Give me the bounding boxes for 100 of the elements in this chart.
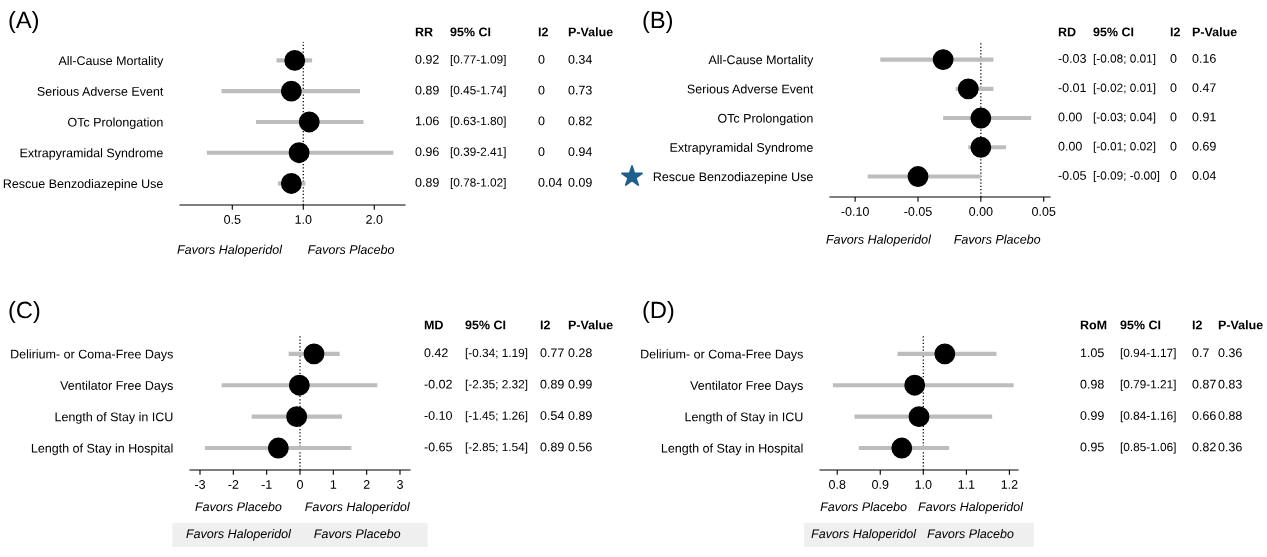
text: [-0.09; -0.00] (1093, 171, 1160, 183)
data-label: 1.05 (1080, 348, 1104, 358)
text: [-0.02; 0.01] (1093, 83, 1156, 95)
x-tick-label: 0.9 (872, 480, 889, 489)
point (932, 49, 954, 70)
data-label: -0.01 (1058, 83, 1086, 93)
text: 0 (1170, 141, 1177, 151)
text: Favors Haloperidol (305, 501, 410, 514)
text: 0 (538, 116, 545, 126)
text: 0.82 (568, 116, 592, 126)
chart-title: (B) (643, 11, 673, 33)
text: 0.04 (1192, 171, 1216, 180)
text: 0.77 (540, 348, 564, 358)
text: I2 (540, 320, 550, 330)
text: 0.28 (568, 348, 592, 358)
x-tick-label: 1.1 (958, 480, 975, 489)
point (904, 374, 926, 396)
point (891, 437, 913, 459)
x-tick-label: 1 (330, 480, 337, 489)
chart-title: (A) (9, 11, 39, 33)
text: [0.94-1.17] (1120, 348, 1176, 360)
text: 0.87 (1192, 379, 1216, 389)
text: [-0.03; 0.04] (1093, 112, 1156, 124)
x-tick-label: 3 (397, 480, 403, 489)
chart-title: (C) (9, 300, 40, 323)
text: RoM (1080, 320, 1107, 330)
point (288, 374, 310, 396)
x-tick-label: 1.0 (295, 215, 312, 224)
point (907, 166, 929, 187)
text: 0 (538, 85, 545, 95)
y-tick-label: Rescue Benzodiazepine Use (653, 172, 813, 184)
y-tick-label: Length of Stay in ICU (685, 412, 803, 424)
point (267, 437, 289, 459)
data-label: 0.95 (1080, 442, 1104, 452)
x-tick-label: 1.2 (1001, 480, 1018, 489)
y-tick-label: Serious Adverse Event (37, 86, 164, 96)
x-tick-label: 0.00 (969, 207, 993, 216)
text: 0.69 (1192, 141, 1216, 151)
text: 0 (538, 147, 545, 157)
text: RD (1058, 27, 1076, 37)
text: RR (415, 27, 433, 37)
text: Favors Haloperidol (826, 234, 932, 247)
text: 0.34 (568, 54, 592, 64)
text: Favors Placebo (927, 528, 1014, 539)
data-label: -0.10 (424, 411, 452, 420)
data-label: 0.00 (1058, 141, 1082, 151)
y-tick-label: Length of Stay in Hospital (31, 443, 173, 456)
text: [-2.85; 1.54] (465, 442, 528, 454)
text: 0.88 (1218, 411, 1242, 420)
text: [-2.35; 2.32] (465, 379, 528, 391)
data-label: 0.42 (424, 348, 448, 358)
text: I2 (1192, 320, 1202, 330)
point (970, 107, 992, 129)
y-tick-label: Ventilator Free Days (690, 380, 803, 393)
text: 0.36 (1218, 348, 1242, 358)
x-tick-label: -1 (261, 480, 272, 489)
text: 95% CI (450, 27, 491, 37)
point (286, 406, 308, 428)
y-tick-label: Length of Stay in Hospital (661, 443, 803, 456)
point (288, 142, 310, 164)
y-tick-label: Rescue Benzodiazepine Use (3, 178, 163, 191)
text: I2 (538, 27, 548, 37)
x-tick-label: 0.8 (829, 480, 846, 489)
text: [0.63-1.80] (450, 116, 506, 128)
y-tick-label: OTc Prolongation (718, 113, 813, 126)
text: 0 (1170, 171, 1177, 180)
y-tick-label: Length of Stay in ICU (55, 412, 173, 424)
text: Favors Placebo (314, 528, 401, 539)
chart-title: (D) (643, 300, 674, 323)
data-label: 0.96 (415, 147, 439, 157)
text: 0.89 (540, 379, 564, 389)
text: 95% CI (1093, 27, 1134, 37)
data-label: 1.06 (415, 116, 439, 126)
text: MD (424, 320, 443, 330)
text: 0.36 (1218, 442, 1242, 452)
text: 0.82 (1192, 442, 1216, 452)
text: 0.47 (1192, 83, 1216, 93)
text: 95% CI (465, 320, 506, 330)
text: 0 (1170, 83, 1177, 93)
point (280, 80, 302, 102)
text: 0.83 (1218, 379, 1242, 389)
text: Favors Placebo (307, 244, 395, 254)
text: [-1.45; 1.26] (465, 411, 528, 423)
data-label: -0.65 (424, 442, 452, 452)
text: 0.7 (1192, 348, 1209, 358)
text: [0.78-1.02] (450, 177, 506, 189)
x-tick-label: -0.10 (841, 207, 869, 216)
x-tick-label: 2.0 (366, 215, 383, 224)
data-label: -0.05 (1058, 171, 1086, 180)
point (303, 343, 325, 365)
y-tick-label: Extrapyramidal Syndrome (20, 148, 163, 160)
text: [0.45-1.74] (450, 85, 506, 97)
data-label: 0.99 (1080, 411, 1104, 420)
text: 95% CI (1120, 320, 1161, 330)
y-tick-label: OTc Prolongation (68, 117, 163, 130)
text: I2 (1170, 27, 1180, 37)
data-label: -0.03 (1058, 54, 1086, 63)
data-label: 0.89 (415, 85, 439, 95)
point (934, 343, 956, 365)
data-label: 0.98 (1080, 379, 1104, 389)
